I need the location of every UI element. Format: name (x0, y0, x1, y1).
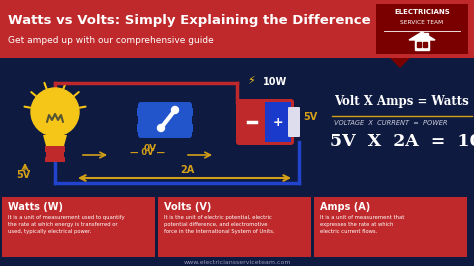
FancyBboxPatch shape (46, 152, 64, 157)
Polygon shape (409, 32, 435, 40)
Text: — 0V —: — 0V — (130, 148, 165, 157)
FancyBboxPatch shape (45, 146, 65, 152)
Polygon shape (423, 42, 427, 47)
Text: ELECTRICIANS: ELECTRICIANS (394, 9, 450, 15)
Text: ⚡: ⚡ (247, 76, 255, 86)
Text: 10W: 10W (263, 77, 287, 87)
FancyBboxPatch shape (158, 197, 311, 257)
FancyBboxPatch shape (265, 102, 291, 142)
Text: +: + (273, 115, 283, 128)
Text: SERVICE TEAM: SERVICE TEAM (401, 20, 444, 25)
Text: VOLTAGE  X  CURRENT  =  POWER: VOLTAGE X CURRENT = POWER (334, 120, 447, 126)
Circle shape (172, 106, 179, 114)
Text: 5V  X  2A  =  10W: 5V X 2A = 10W (330, 133, 474, 150)
FancyBboxPatch shape (138, 102, 192, 138)
FancyBboxPatch shape (236, 99, 294, 145)
FancyBboxPatch shape (45, 157, 65, 162)
FancyBboxPatch shape (137, 108, 145, 116)
FancyBboxPatch shape (314, 197, 467, 257)
Polygon shape (43, 135, 67, 146)
Text: It is a unit of measurement used to quantify
the rate at which energy is transfe: It is a unit of measurement used to quan… (8, 215, 125, 234)
FancyBboxPatch shape (137, 124, 145, 132)
Text: It is the unit of electric potential, electric
potential difference, and electro: It is the unit of electric potential, el… (164, 215, 274, 234)
FancyBboxPatch shape (0, 0, 474, 58)
Text: Volts (V): Volts (V) (164, 202, 211, 212)
Text: Watts (W): Watts (W) (8, 202, 63, 212)
Polygon shape (415, 40, 429, 50)
Polygon shape (390, 58, 410, 68)
Polygon shape (417, 42, 421, 47)
Text: Get amped up with our comprehensive guide: Get amped up with our comprehensive guid… (8, 36, 214, 45)
Text: Amps (A): Amps (A) (320, 202, 370, 212)
Text: 0V: 0V (144, 144, 156, 153)
FancyBboxPatch shape (288, 107, 300, 137)
FancyBboxPatch shape (185, 124, 193, 132)
Text: 2A: 2A (180, 165, 194, 175)
Text: Volt X Amps = Watts: Volt X Amps = Watts (334, 95, 469, 108)
Text: Watts vs Volts: Simply Explaining the Difference: Watts vs Volts: Simply Explaining the Di… (8, 14, 371, 27)
Circle shape (157, 124, 164, 131)
Text: www.electriciansserviceteam.com: www.electriciansserviceteam.com (183, 260, 291, 265)
FancyBboxPatch shape (376, 4, 468, 54)
FancyBboxPatch shape (2, 197, 155, 257)
Polygon shape (425, 33, 428, 37)
Circle shape (31, 88, 79, 136)
Text: 5V: 5V (16, 170, 30, 180)
Text: It is a unit of measurement that
expresses the rate at which
electric current fl: It is a unit of measurement that express… (320, 215, 404, 234)
Text: 5V: 5V (303, 112, 317, 122)
FancyBboxPatch shape (185, 108, 193, 116)
